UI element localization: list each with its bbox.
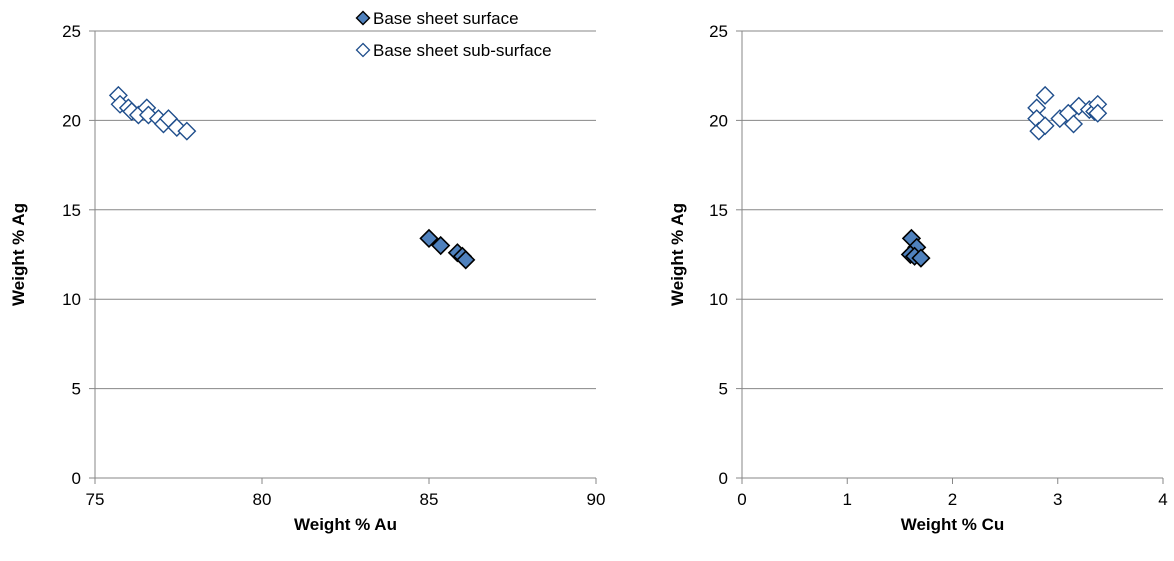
data-point-surface — [911, 248, 931, 268]
x-tick-label: 2 — [948, 490, 957, 509]
data-point-sub-surface — [177, 121, 197, 141]
data-point-sub-surface — [1088, 103, 1108, 123]
data-point-surface — [419, 228, 439, 249]
x-tick-label: 90 — [587, 490, 606, 509]
legend-marker — [355, 10, 371, 26]
y-tick-label: 20 — [709, 111, 728, 130]
data-point-sub-surface — [1064, 114, 1084, 134]
chart-panel-ag-vs-cu: 0 5 10 15 20 25 0 1 2 3 4 Weight % Cu Weight % Ag — [668, 22, 1168, 534]
x-tick-label: 4 — [1158, 490, 1167, 509]
x-tick-label: 1 — [843, 490, 852, 509]
chart-panel-ag-vs-au: 0 5 10 15 20 25 75 80 85 90 Weight % Au Weight % Ag… — [9, 9, 605, 534]
x-axis-title: Weight % Au — [294, 515, 397, 534]
y-tick-label: 10 — [62, 290, 81, 309]
y-tick-label: 0 — [719, 469, 728, 488]
legend-label: Base sheet sub-surface — [373, 41, 552, 60]
x-tick-label: 80 — [253, 490, 272, 509]
legend: Base sheet surface Base sheet sub-surface — [355, 9, 552, 60]
data-point-surface — [456, 250, 476, 270]
y-tick-label: 5 — [719, 380, 728, 399]
y-tick-label: 15 — [709, 201, 728, 220]
x-tick-label: 85 — [420, 490, 439, 509]
x-tick-label: 75 — [86, 490, 105, 509]
data-point-sub-surface — [1035, 116, 1055, 136]
y-tick-label: 20 — [62, 111, 81, 130]
y-axis-title: Weight % Ag — [9, 203, 28, 306]
y-tick-label: 25 — [709, 22, 728, 41]
data-point-surface — [431, 235, 451, 256]
y-tick-label: 0 — [72, 469, 81, 488]
x-tick-label: 3 — [1053, 490, 1062, 509]
y-axis-title: Weight % Ag — [668, 203, 687, 306]
data-point-sub-surface — [1035, 85, 1055, 105]
legend-label: Base sheet surface — [373, 9, 519, 28]
x-tick-label: 0 — [737, 490, 746, 509]
y-tick-label: 10 — [709, 290, 728, 309]
y-tick-label: 5 — [72, 380, 81, 399]
y-tick-label: 25 — [62, 22, 81, 41]
legend-marker — [355, 42, 371, 58]
x-axis-title: Weight % Cu — [901, 515, 1005, 534]
y-tick-label: 15 — [62, 201, 81, 220]
